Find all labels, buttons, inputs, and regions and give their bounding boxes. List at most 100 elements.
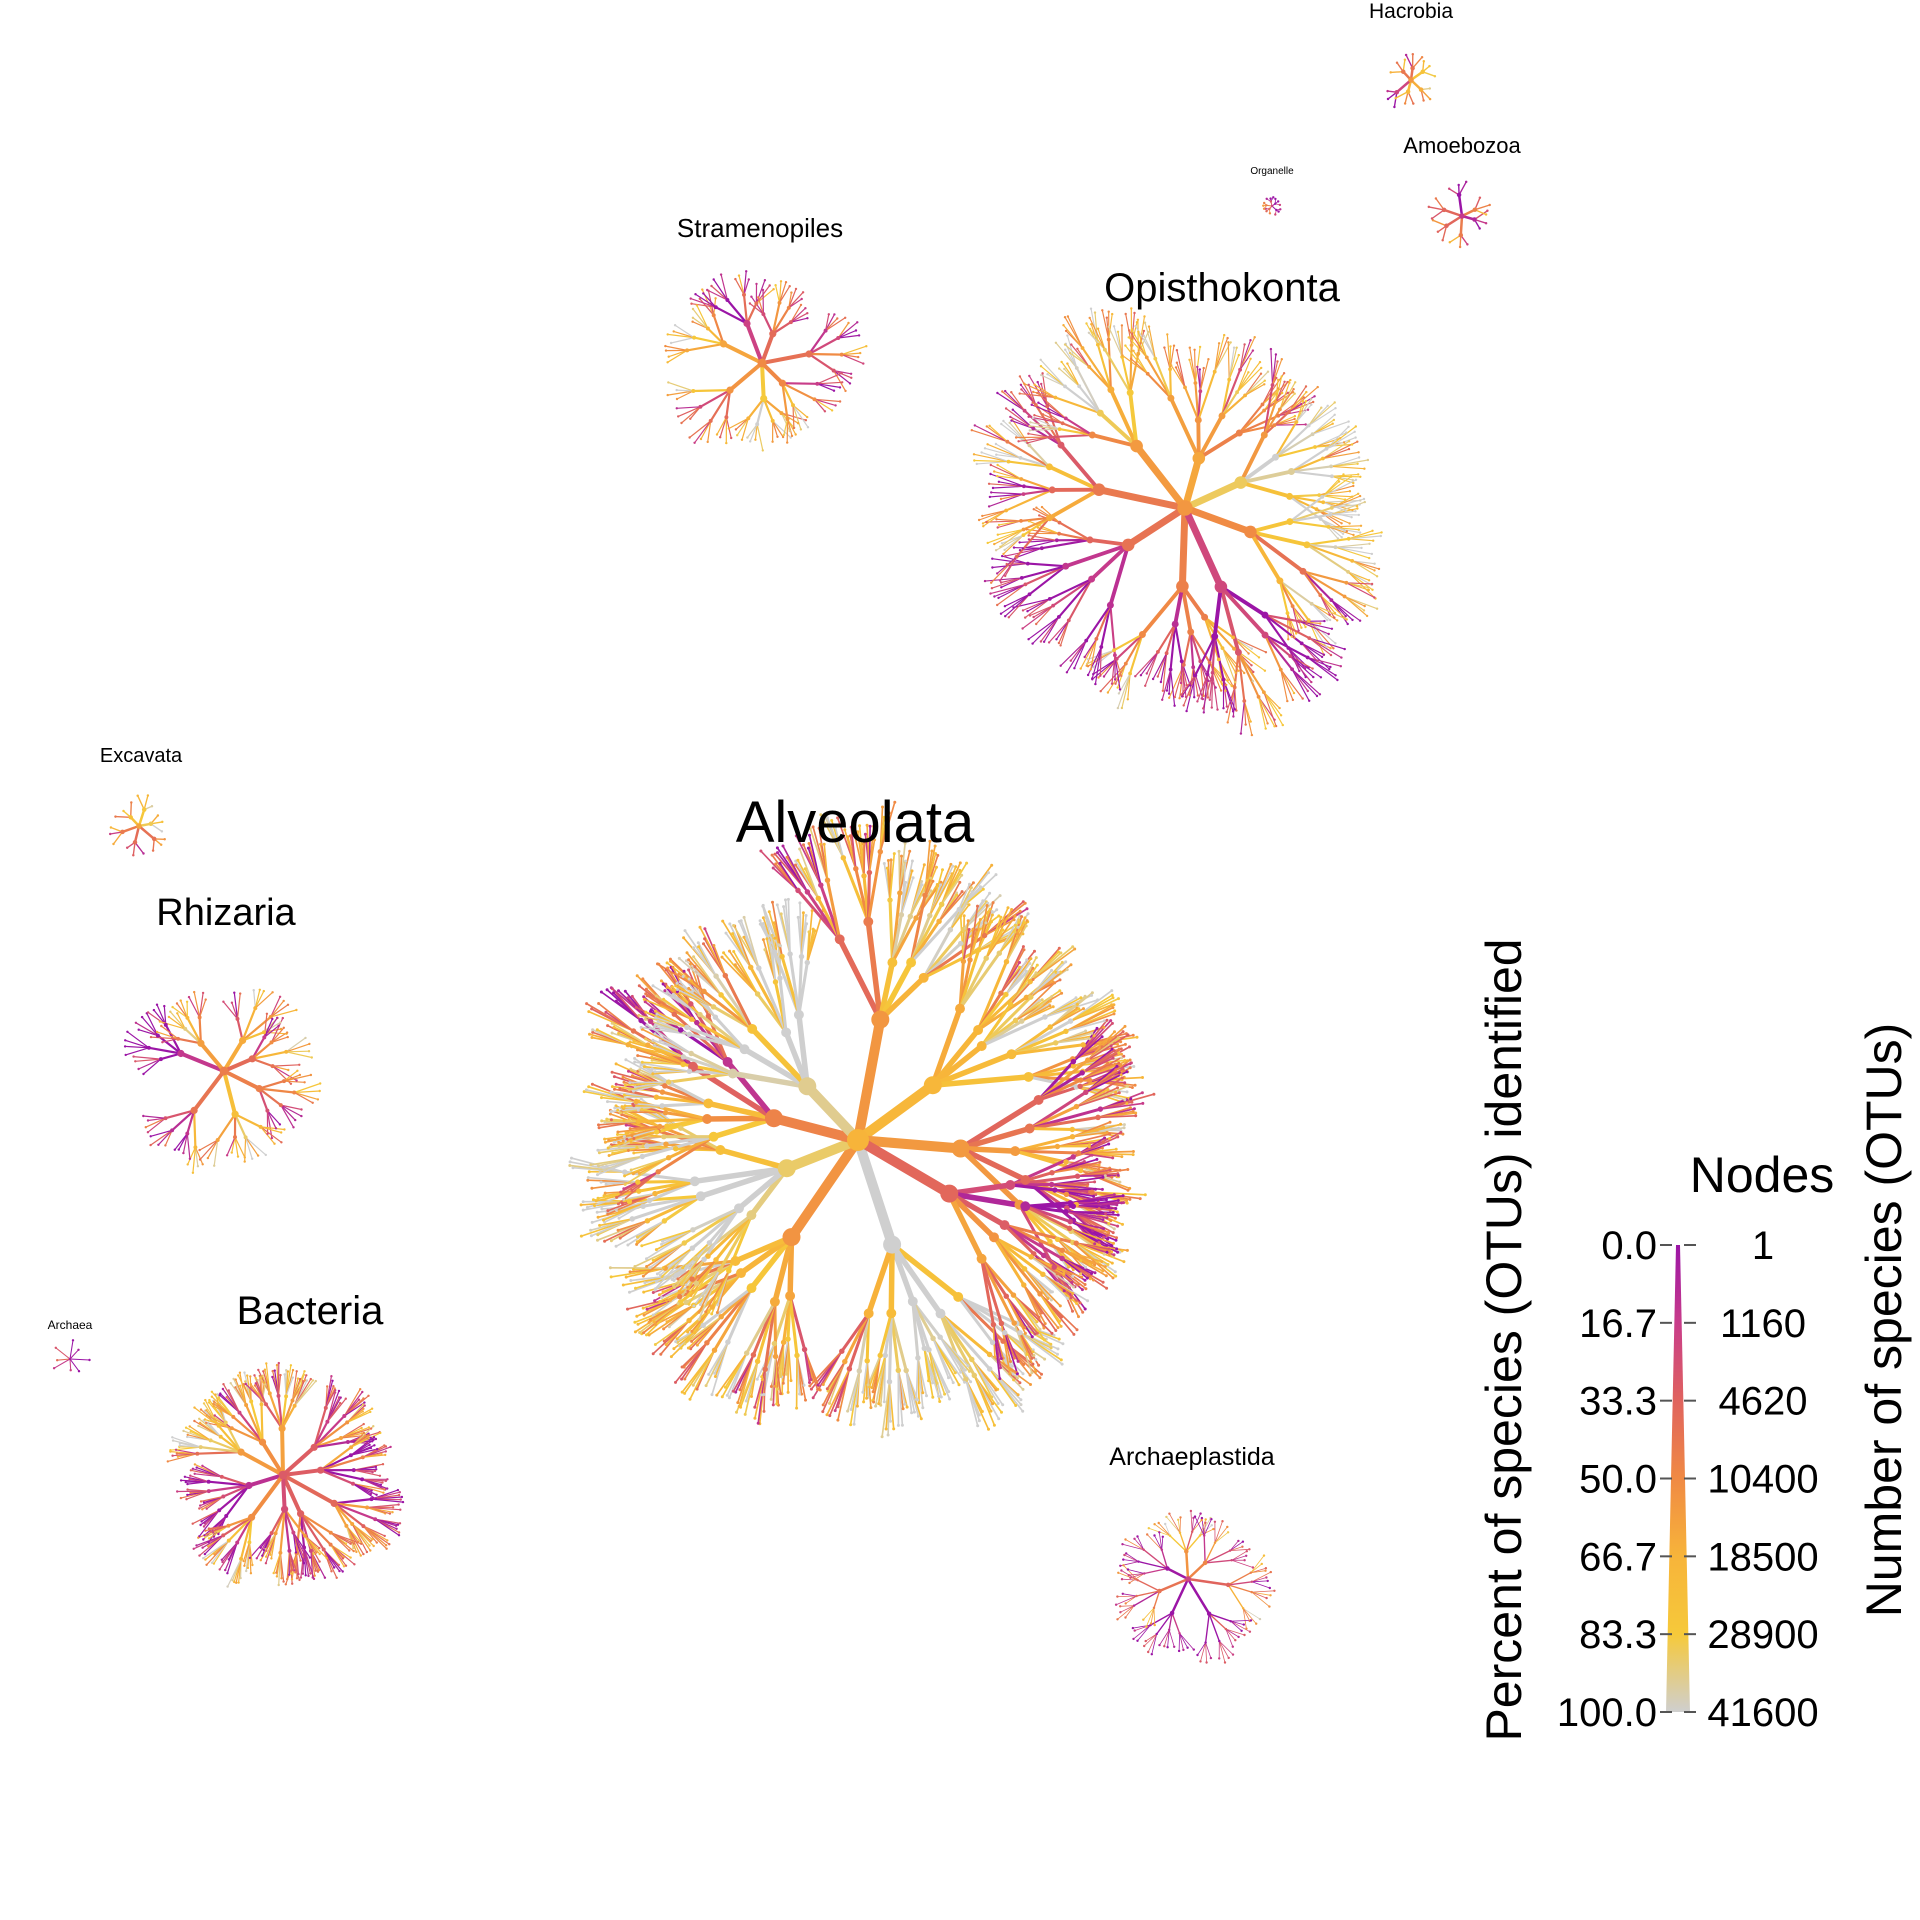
tree-node: [762, 1409, 766, 1413]
tree-edge: [971, 429, 1008, 443]
tree-node: [1303, 541, 1311, 549]
tree-node: [1151, 677, 1155, 681]
tree-edge: [702, 292, 717, 308]
tree-node: [993, 542, 996, 546]
tree-node: [1049, 1298, 1053, 1302]
tree-node: [1103, 1174, 1107, 1178]
tree-node: [675, 1337, 679, 1341]
tree-node: [873, 838, 876, 842]
tree-edge: [234, 1113, 262, 1129]
tree-edge: [346, 1411, 371, 1424]
tree-edge: [246, 1473, 285, 1488]
tree-edge: [1028, 538, 1058, 541]
tree-node: [645, 1023, 649, 1027]
tree-node: [1027, 443, 1032, 448]
tree-edge: [1218, 1640, 1234, 1655]
tree-node: [1107, 1204, 1110, 1208]
tree-node: [1037, 1291, 1043, 1297]
tree-node: [683, 1296, 687, 1300]
tree-node: [1029, 1383, 1032, 1386]
tree-edge: [1040, 359, 1066, 387]
tree-node: [704, 1340, 710, 1346]
tree-node: [993, 1355, 997, 1359]
tree-edge: [1161, 1536, 1164, 1551]
tree-node: [774, 862, 778, 866]
tree-node: [906, 957, 917, 968]
tree-edge: [1137, 1560, 1169, 1570]
tree-node: [669, 1355, 673, 1359]
tree-node: [1068, 351, 1072, 355]
tree-edge: [1065, 1020, 1106, 1033]
tree-node: [1294, 381, 1297, 384]
tree-node: [1115, 1064, 1119, 1068]
tree-edge: [980, 1257, 995, 1327]
tree-node: [606, 1100, 609, 1104]
tree-node: [813, 929, 817, 933]
tree-node: [938, 901, 945, 908]
tree-edge: [1305, 537, 1350, 546]
tree-node: [635, 1242, 639, 1246]
tree-node: [1309, 398, 1313, 401]
tree-node: [1121, 354, 1124, 357]
tree-edge: [1321, 479, 1357, 498]
tree-edge: [915, 1357, 919, 1401]
tree-edge: [1248, 529, 1282, 583]
tree-node: [1326, 524, 1331, 529]
tree-edge: [244, 1136, 267, 1156]
tree-node: [602, 1194, 606, 1198]
tree-edge: [796, 1011, 811, 1090]
tree-node: [1063, 384, 1067, 389]
tree-edge: [281, 1473, 303, 1516]
tree-node: [704, 1384, 708, 1388]
tree-edge: [362, 1454, 386, 1458]
tree-node: [866, 1383, 870, 1387]
tree-node: [1145, 371, 1150, 376]
tree-edge: [757, 296, 765, 315]
tree-edge: [228, 1389, 241, 1414]
tree-node: [840, 855, 847, 861]
tree-edge: [220, 1475, 250, 1487]
tree-node: [793, 1009, 804, 1020]
tree-edge: [280, 1104, 303, 1111]
tree-node: [628, 1081, 632, 1085]
tree-edge: [1048, 578, 1093, 600]
tree-edge: [1037, 1084, 1082, 1102]
tree-node: [1000, 586, 1003, 589]
tree-edge: [1028, 1126, 1074, 1132]
tree-node: [626, 1243, 630, 1247]
tree-node: [1352, 481, 1355, 485]
tree-node: [756, 965, 762, 971]
tree-node: [662, 997, 666, 1001]
tree-node: [1082, 1007, 1085, 1011]
tree-node: [1134, 1114, 1138, 1118]
tree-node: [695, 1387, 699, 1391]
tree-edge: [176, 1012, 186, 1030]
tree-edge: [1239, 336, 1256, 371]
tree-edge: [132, 1055, 162, 1060]
tree-node: [856, 1368, 863, 1374]
tree-node: [614, 1244, 618, 1248]
tree-node: [663, 1141, 669, 1147]
tree-node: [965, 902, 969, 906]
tree-node: [621, 1075, 625, 1079]
tree-node: [1060, 421, 1065, 426]
tree-node: [1277, 407, 1282, 412]
tree-edge: [1032, 417, 1061, 430]
tree-node: [1252, 670, 1255, 674]
tree-node: [657, 1123, 663, 1130]
tree-edge: [1280, 669, 1288, 702]
tree-node: [1116, 1213, 1120, 1217]
tree-node: [1286, 380, 1289, 384]
tree-edge: [615, 1220, 666, 1248]
tree-node: [883, 1235, 902, 1254]
tree-node: [985, 520, 988, 524]
tree-node: [976, 1424, 980, 1428]
tree-node: [1090, 1261, 1094, 1265]
tree-node: [628, 1270, 632, 1274]
tree-edge: [718, 1213, 753, 1272]
tree-edge: [1218, 584, 1267, 618]
tree-node: [929, 876, 933, 880]
tree-node: [1106, 691, 1110, 694]
tree-edge: [260, 1403, 264, 1444]
tree-node: [1059, 664, 1062, 667]
